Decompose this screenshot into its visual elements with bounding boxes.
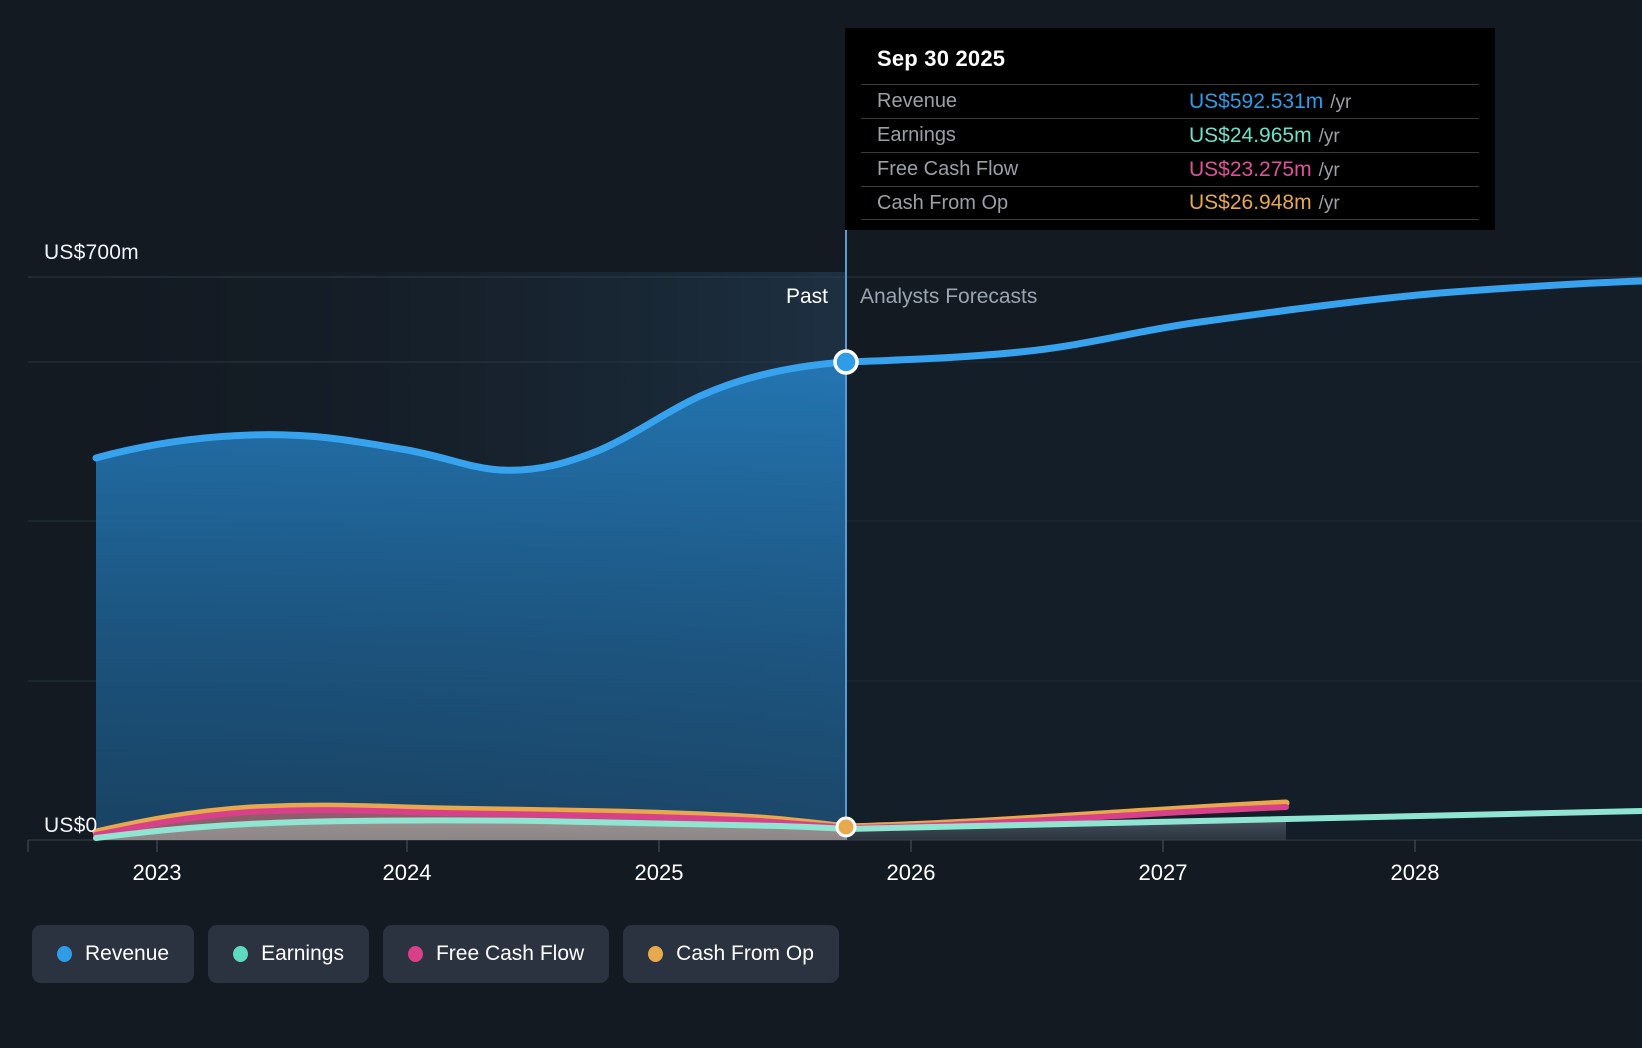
- y-axis-label-max: US$700m: [44, 241, 139, 264]
- chart-plot-area[interactable]: US$700m US$0 2023 2024 2025 2026 2027 20…: [0, 0, 1642, 900]
- revenue-area-forecast: [846, 281, 1642, 840]
- cash-from-op-color-dot-icon: [648, 946, 664, 962]
- revenue-area-past: [96, 362, 846, 840]
- tooltip-label-free-cash-flow: Free Cash Flow: [877, 158, 1019, 180]
- tooltip-unit-revenue: /yr: [1330, 91, 1352, 113]
- hover-tooltip: Sep 30 2025 Revenue US$592.531m /yr Earn…: [845, 28, 1495, 230]
- earnings-line: [93, 817, 849, 841]
- base-shadow-area: [96, 822, 846, 840]
- tooltip-row-earnings: Earnings US$24.965m /yr: [861, 118, 1479, 152]
- x-axis-label-2024: 2024: [382, 860, 432, 885]
- tooltip-value-free-cash-flow: US$23.275m: [1189, 157, 1312, 181]
- legend-item-earnings[interactable]: Earnings: [208, 925, 369, 983]
- forecast-region-label: Analysts Forecasts: [860, 285, 1038, 308]
- tooltip-label-revenue: Revenue: [877, 90, 958, 112]
- earnings-color-dot-icon: [233, 946, 249, 962]
- legend-item-free-cash-flow[interactable]: Free Cash Flow: [382, 925, 610, 983]
- tooltip-date: Sep 30 2025: [877, 46, 1006, 71]
- legend-label-free-cash-flow: Free Cash Flow: [435, 942, 585, 965]
- revenue-line-past: [92, 358, 850, 474]
- tooltip-unit-earnings: /yr: [1318, 125, 1340, 147]
- x-axis-label-2025: 2025: [634, 860, 684, 885]
- chart-svg: [27, 228, 1642, 852]
- tooltip-row-free-cash-flow: Free Cash Flow US$23.275m /yr: [861, 152, 1479, 186]
- x-axis-label-2027: 2027: [1138, 860, 1188, 885]
- revenue-line-forecast: [842, 277, 1642, 366]
- x-axis-label-2028: 2028: [1390, 860, 1440, 885]
- tooltip-unit-cash-from-op: /yr: [1318, 193, 1340, 214]
- tooltip-value-earnings: US$24.965m: [1189, 123, 1312, 147]
- revenue-color-dot-icon: [57, 946, 72, 962]
- tooltip-value-revenue: US$592.531m: [1189, 89, 1324, 113]
- chart-legend: Revenue Earnings Free Cash Flow Cash Fro…: [32, 925, 839, 983]
- legend-label-earnings: Earnings: [261, 942, 344, 965]
- free-cash-flow-color-dot-icon: [407, 946, 423, 962]
- tooltip-label-earnings: Earnings: [877, 124, 956, 146]
- tooltip-row-cash-from-op: Cash From Op US$26.948m /yr: [861, 186, 1479, 220]
- legend-item-cash-from-op[interactable]: Cash From Op: [623, 925, 839, 983]
- legend-label-cash-from-op: Cash From Op: [676, 942, 814, 965]
- x-axis-label-2026: 2026: [886, 860, 936, 885]
- legend-item-revenue[interactable]: Revenue: [32, 925, 195, 983]
- revenue-hover-marker[interactable]: [833, 349, 859, 375]
- earnings-line-forecast: [843, 808, 1642, 832]
- tooltip-unit-free-cash-flow: /yr: [1318, 159, 1340, 181]
- free-cash-flow-line: [93, 807, 849, 838]
- cash-from-op-hover-marker[interactable]: [835, 816, 857, 838]
- tooltip-label-cash-from-op: Cash From Op: [877, 191, 1009, 214]
- past-region-label: Past: [786, 285, 829, 308]
- tooltip-value-cash-from-op: US$26.948m: [1189, 191, 1312, 214]
- legend-label-revenue: Revenue: [85, 942, 170, 965]
- y-axis-label-zero: US$0: [44, 814, 98, 837]
- tooltip-row-revenue: Revenue US$592.531m /yr: [861, 84, 1479, 118]
- x-axis-label-2023: 2023: [132, 860, 182, 885]
